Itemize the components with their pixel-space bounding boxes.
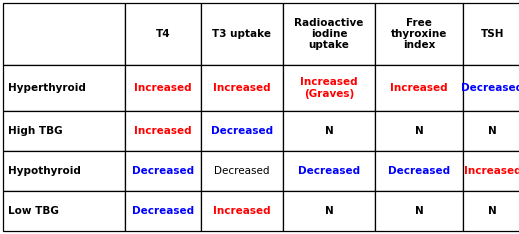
Text: Increased: Increased (213, 206, 271, 216)
Text: Low TBG: Low TBG (8, 206, 59, 216)
Text: N: N (488, 126, 497, 136)
Bar (375, 151, 463, 191)
Bar (283, 111, 375, 151)
Bar (201, 65, 283, 111)
Text: Free
thyroxine
index: Free thyroxine index (391, 18, 447, 50)
Bar (201, 3, 283, 65)
Bar (3, 3, 125, 65)
Bar (375, 3, 463, 65)
Bar (375, 111, 463, 151)
Bar (125, 65, 201, 111)
Bar (125, 191, 201, 231)
Bar (125, 111, 201, 151)
Text: TSH: TSH (481, 29, 504, 39)
Bar (201, 151, 283, 191)
Text: Increased: Increased (134, 126, 192, 136)
Text: Increased: Increased (213, 83, 271, 93)
Text: T4: T4 (156, 29, 170, 39)
Bar (283, 65, 375, 111)
Text: Increased: Increased (390, 83, 448, 93)
Text: Decreased: Decreased (461, 83, 519, 93)
Text: Increased
(Graves): Increased (Graves) (300, 77, 358, 99)
Bar (463, 111, 519, 151)
Bar (283, 191, 375, 231)
Bar (201, 111, 283, 151)
Text: Hypothyroid: Hypothyroid (8, 166, 81, 176)
Bar (463, 65, 519, 111)
Text: High TBG: High TBG (8, 126, 63, 136)
Text: N: N (324, 206, 333, 216)
Bar (3, 191, 125, 231)
Bar (283, 151, 375, 191)
Text: Decreased: Decreased (388, 166, 450, 176)
Bar (125, 3, 201, 65)
Bar (201, 191, 283, 231)
Bar (125, 151, 201, 191)
Bar (463, 191, 519, 231)
Text: Decreased: Decreased (298, 166, 360, 176)
Text: T3 uptake: T3 uptake (212, 29, 271, 39)
Text: Hyperthyroid: Hyperthyroid (8, 83, 86, 93)
Bar (463, 151, 519, 191)
Text: N: N (415, 206, 424, 216)
Text: N: N (415, 126, 424, 136)
Text: Increased: Increased (134, 83, 192, 93)
Text: Decreased: Decreased (132, 206, 194, 216)
Bar (283, 3, 375, 65)
Text: N: N (324, 126, 333, 136)
Bar (463, 3, 519, 65)
Text: Increased: Increased (463, 166, 519, 176)
Text: Decreased: Decreased (132, 166, 194, 176)
Bar (375, 191, 463, 231)
Bar (3, 65, 125, 111)
Bar (375, 65, 463, 111)
Text: Decreased: Decreased (211, 126, 273, 136)
Bar (3, 111, 125, 151)
Bar (3, 151, 125, 191)
Text: Decreased: Decreased (214, 166, 270, 176)
Text: N: N (488, 206, 497, 216)
Text: Radioactive
iodine
uptake: Radioactive iodine uptake (294, 18, 364, 50)
